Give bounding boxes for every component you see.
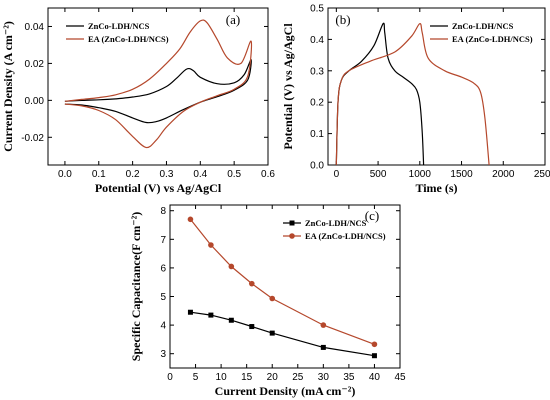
y-axis-title: Current Density (A cm⁻²) <box>1 21 15 152</box>
series-line-2 <box>335 23 490 166</box>
legend-label: EA (ZnCo-LDH/NCS) <box>305 231 386 241</box>
panel-label: (c) <box>365 208 379 223</box>
x-tick-label: 0.2 <box>126 169 140 180</box>
x-tick-label: 500 <box>370 169 387 180</box>
panel-label: (a) <box>226 12 240 27</box>
y-tick-label: 5 <box>160 292 166 303</box>
plot-frame <box>169 204 401 369</box>
x-tick-label: 0.6 <box>261 169 275 180</box>
data-point-circle <box>320 322 327 328</box>
y-tick-label: 3 <box>160 349 166 360</box>
y-tick-label: 6 <box>160 263 166 274</box>
legend-label: EA (ZnCo-LDH/NCS) <box>88 34 169 44</box>
x-tick-label: 0.5 <box>227 169 241 180</box>
x-tick-label: 10 <box>216 372 228 383</box>
plot-frame <box>327 7 546 166</box>
data-point-square <box>249 324 255 330</box>
series-line-2 <box>64 19 253 149</box>
y-tick-label: 0.04 <box>25 22 45 33</box>
data-point-circle <box>187 216 194 223</box>
series-line-1 <box>64 59 252 124</box>
y-tick-label: -0.02 <box>21 133 44 144</box>
y-tick-label: 0.02 <box>25 59 45 70</box>
x-tick-label: 35 <box>343 372 355 383</box>
y-tick-label: 0.0 <box>310 161 324 172</box>
data-point-circle <box>371 341 378 348</box>
y-axis-title: Specific Capacitance(F cm⁻²) <box>129 212 143 361</box>
x-tick-label: 1500 <box>450 169 473 180</box>
x-tick-label: 40 <box>369 372 381 383</box>
data-point-square <box>187 309 193 315</box>
data-point-circle <box>269 295 276 302</box>
y-tick-label: 0.2 <box>310 98 324 109</box>
panel-label: (b) <box>335 12 350 27</box>
x-tick-label: 20 <box>267 372 279 383</box>
data-point-square <box>371 353 377 359</box>
y-tick-label: 0.4 <box>310 35 324 46</box>
legend-label: ZnCo-LDH/NCS <box>452 21 514 31</box>
x-tick-label: 2000 <box>492 169 515 180</box>
data-point-circle <box>208 242 214 248</box>
panel-1: 0.0 0.1 0.2 0.3 0.4 0.5 0.6 -0.02 0.00 0.02 0.04 Po… <box>1 7 275 195</box>
legend-label: EA (ZnCo-LDH/NCS) <box>452 34 533 44</box>
series-line-1 <box>335 22 425 166</box>
legend-marker-circle <box>289 233 295 239</box>
data-point-square <box>208 312 214 318</box>
x-tick-label: 45 <box>394 372 406 383</box>
y-tick-label: 0.00 <box>25 96 45 107</box>
y-tick-label: 7 <box>160 235 166 246</box>
y-axis-title: Potential (V) vs Ag/AgCl <box>281 23 295 150</box>
y-tick-label: 8 <box>160 206 166 217</box>
plot-frame <box>47 7 269 166</box>
legend-label: ZnCo-LDH/NCS <box>305 218 367 228</box>
y-tick-label: 4 <box>160 321 166 332</box>
x-tick-label: 30 <box>318 372 330 383</box>
x-axis-title: Potential (V) vs Ag/AgCl <box>95 181 222 195</box>
data-point-square <box>269 330 275 336</box>
y-tick-label: 0.1 <box>310 129 324 140</box>
x-tick-label: 0.0 <box>58 169 72 180</box>
data-point-circle <box>228 263 235 270</box>
x-tick-label: 5 <box>193 372 199 383</box>
x-tick-label: 0 <box>167 372 173 383</box>
data-point-circle <box>248 280 255 287</box>
x-tick-label: 0.1 <box>92 169 106 180</box>
data-point-square <box>228 317 234 323</box>
y-tick-label: 0.3 <box>310 66 324 77</box>
x-tick-label: 25 <box>292 372 304 383</box>
x-tick-label: 0.3 <box>160 169 174 180</box>
x-tick-label: 0 <box>334 169 340 180</box>
x-tick-label: 15 <box>241 372 253 383</box>
x-axis-title: Time (s) <box>415 181 457 195</box>
x-tick-label: 0.4 <box>193 169 207 180</box>
legend-label: ZnCo-LDH/NCS <box>88 21 150 31</box>
x-tick-label: 1000 <box>409 169 432 180</box>
data-point-square <box>320 344 326 350</box>
legend-marker-square <box>289 220 295 226</box>
x-axis-title: Current Density (mA cm⁻²) <box>215 384 356 398</box>
y-tick-label: 0.5 <box>310 4 324 15</box>
